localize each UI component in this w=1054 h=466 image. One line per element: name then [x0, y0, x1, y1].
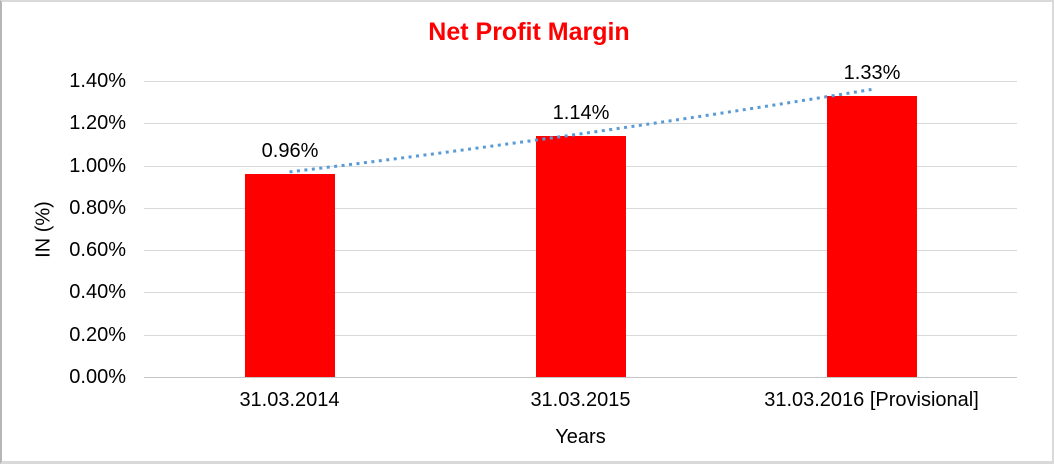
x-axis-title: Years [555, 426, 606, 448]
y-tick-label: 1.20% [69, 112, 126, 134]
gridline [144, 377, 1017, 378]
bar-value-label: 1.33% [843, 62, 901, 84]
y-tick-label: 0.00% [69, 366, 126, 388]
bar-value-label: 0.96% [261, 140, 319, 162]
chart-title: Net Profit Margin [428, 18, 630, 46]
bar [245, 174, 335, 377]
x-category-label: 31.03.2014 [239, 389, 340, 411]
y-tick-label: 1.40% [69, 70, 126, 92]
bar [536, 136, 626, 377]
gridline [144, 81, 1017, 82]
bar-value-label: 1.14% [552, 102, 610, 124]
x-category-label: 31.03.2016 [Provisional] [764, 389, 979, 411]
y-tick-label: 0.60% [69, 239, 126, 261]
bar [827, 96, 917, 377]
y-tick-label: 0.20% [69, 324, 126, 346]
y-tick-label: 1.00% [69, 155, 126, 177]
x-category-label: 31.03.2015 [530, 389, 631, 411]
y-tick-label: 0.80% [69, 197, 126, 219]
y-tick-label: 0.40% [69, 281, 126, 303]
